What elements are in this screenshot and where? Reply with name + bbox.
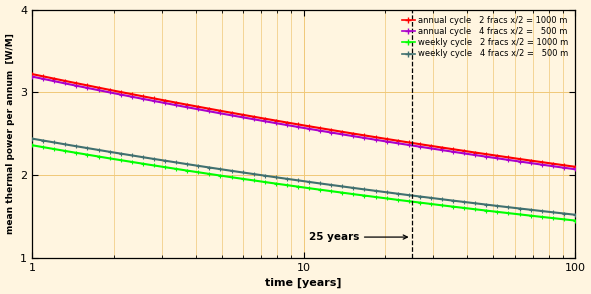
- Y-axis label: mean thermal power per annum  [W/M]: mean thermal power per annum [W/M]: [5, 33, 15, 234]
- Legend: annual cycle   2 fracs x/2 = 1000 m, annual cycle   4 fracs x/2 =   500 m, weekl: annual cycle 2 fracs x/2 = 1000 m, annua…: [400, 14, 571, 61]
- Text: 25 years: 25 years: [309, 232, 407, 242]
- X-axis label: time [years]: time [years]: [265, 278, 342, 288]
